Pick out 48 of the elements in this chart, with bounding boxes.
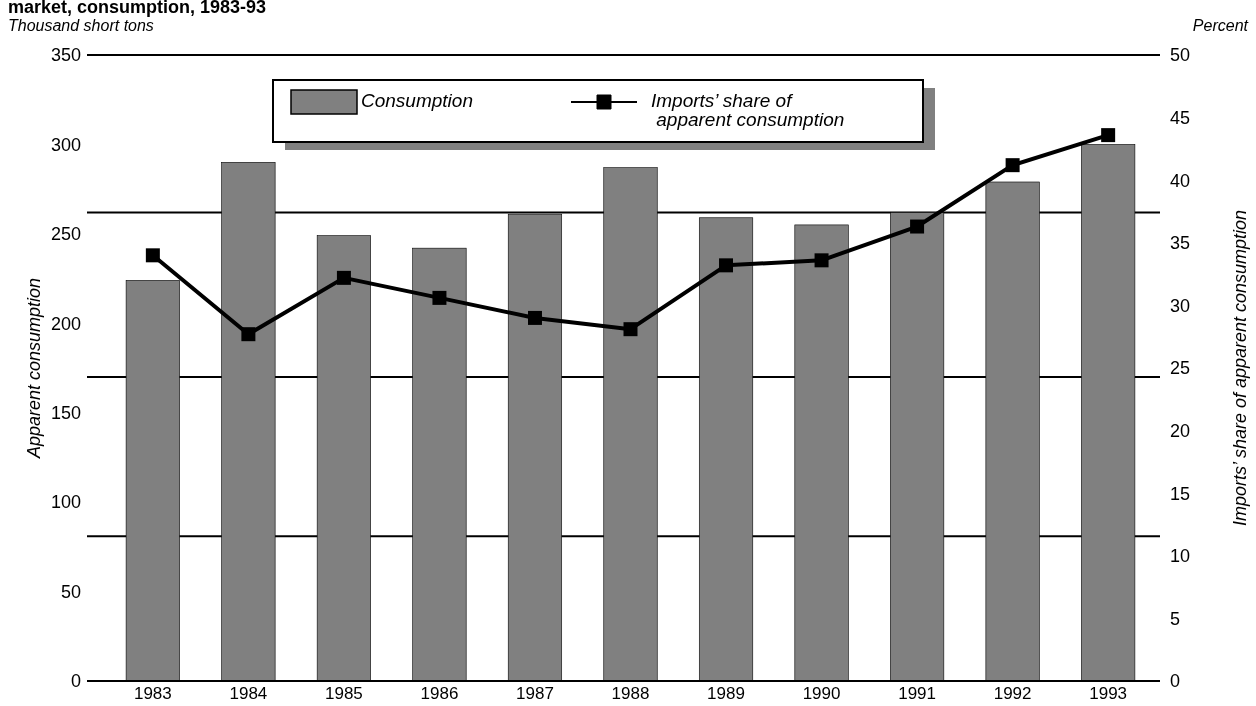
y-tick-label: 100 (50, 492, 81, 513)
y2-tick-label: 25 (1170, 358, 1191, 379)
y-axis-title: Apparent consumption (24, 277, 44, 460)
x-tick-label: 1988 (611, 684, 650, 703)
y2-tick-label: 20 (1170, 420, 1191, 441)
y-tick-label: 350 (50, 45, 81, 66)
x-tick-label: 1991 (898, 684, 936, 703)
x-tick-label: 1989 (707, 684, 745, 703)
y2-tick-label: 15 (1170, 483, 1191, 504)
point (1101, 128, 1116, 143)
point (814, 253, 829, 268)
y2-tick-label: 45 (1170, 107, 1191, 128)
chart-title: market, consumption, 1983-93 (8, 0, 267, 17)
point (623, 322, 638, 337)
y2-tick-label: 0 (1170, 671, 1181, 692)
point (1005, 158, 1020, 173)
y-tick-label: 0 (70, 671, 81, 692)
y-tick-label: 150 (50, 403, 81, 424)
legend-label: Imports’ share of apparent consumption (651, 90, 845, 130)
y-tick-label: 300 (50, 134, 81, 155)
y-tick-label: 200 (50, 313, 81, 334)
point (432, 290, 447, 305)
x-tick-label: 1983 (133, 684, 172, 703)
x-tick-label: 1987 (516, 684, 554, 703)
y-tick-label: 50 (60, 581, 81, 602)
y2-tick-label: 40 (1170, 170, 1191, 191)
point (336, 270, 351, 285)
point (910, 219, 925, 234)
y-tick-label: 250 (50, 224, 81, 245)
y2-tick-label: 5 (1170, 608, 1181, 629)
text: Percent (1192, 17, 1249, 34)
y2-tick-label: 10 (1170, 546, 1191, 567)
point (719, 258, 734, 273)
y2-tick-label: 35 (1170, 233, 1191, 254)
y2-tick-label: 50 (1170, 45, 1191, 66)
point (241, 327, 256, 342)
text: Thousand short tons (8, 17, 154, 34)
x-tick-label: 1985 (325, 684, 363, 703)
x-tick-label: 1992 (993, 684, 1032, 703)
point (145, 248, 160, 263)
x-tick-label: 1993 (1089, 684, 1128, 703)
y2-tick-label: 30 (1170, 295, 1191, 316)
x-tick-label: 1990 (802, 684, 841, 703)
x-tick-label: 1986 (420, 684, 459, 703)
legend-label: Consumption (361, 90, 473, 111)
x-tick-label: 1984 (229, 684, 268, 703)
point (527, 310, 542, 325)
y2-axis-title: Imports’ share of apparent consumption (1230, 209, 1250, 527)
